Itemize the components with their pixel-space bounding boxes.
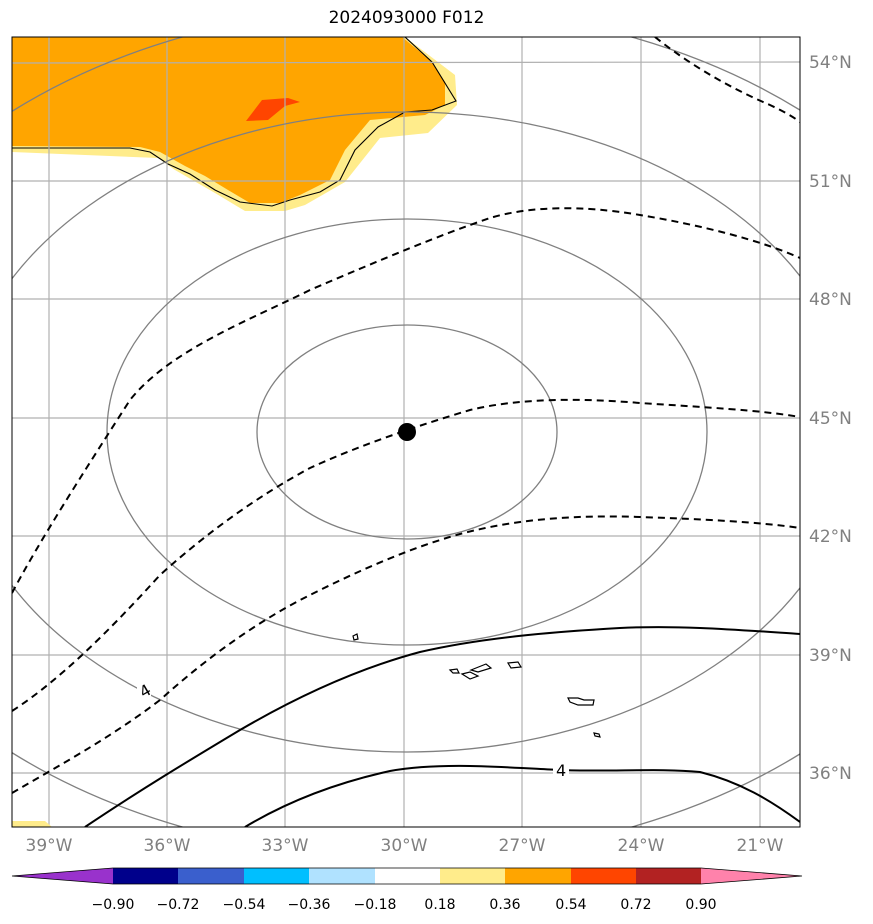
colorbar-tick-label: −0.90 <box>92 897 135 913</box>
lat-labels: 54°N 51°N 48°N 45°N 42°N 39°N 36°N <box>809 53 852 784</box>
solid-contour <box>244 764 800 827</box>
contour-label-bg <box>553 761 569 779</box>
contour-label-solid: 4 <box>556 761 566 780</box>
lon-label: 24°W <box>618 836 665 856</box>
range-ring <box>106 218 708 646</box>
colorbar-segment <box>636 868 701 884</box>
colorbar-segment <box>571 868 636 884</box>
lat-label: 36°N <box>809 764 852 784</box>
islands <box>352 633 601 738</box>
solid-contour <box>84 626 800 827</box>
storm-center-marker <box>398 423 416 441</box>
shade-orange <box>12 37 445 203</box>
lon-label: 39°W <box>26 836 73 856</box>
lat-label: 54°N <box>809 53 852 73</box>
colorbar-outline <box>11 867 803 885</box>
colorbar-tick-label: −0.54 <box>223 897 266 913</box>
colorbar-tick-label: −0.72 <box>157 897 200 913</box>
colorbar-segment <box>309 868 375 884</box>
gridlines <box>12 37 800 827</box>
colorbar <box>11 867 803 885</box>
lon-label: 33°W <box>262 836 309 856</box>
lat-label: 42°N <box>809 527 852 547</box>
lat-label: 48°N <box>809 290 852 310</box>
colorbar-extend-low <box>12 868 113 884</box>
range-ring <box>256 324 558 540</box>
colorbar-tick-label: −0.36 <box>288 897 331 913</box>
colorbar-tick-label: 0.90 <box>685 897 716 913</box>
dashed-contour <box>12 207 800 594</box>
lat-label: 39°N <box>809 646 852 666</box>
colorbar-segment <box>178 868 244 884</box>
shade-corner <box>12 821 52 827</box>
colorbar-segment <box>375 868 440 884</box>
contour-label-bg <box>137 682 151 700</box>
colorbar-tick-label: 0.18 <box>424 897 455 913</box>
dashed-contour <box>12 398 800 712</box>
lon-label: 36°W <box>144 836 191 856</box>
map-frame <box>11 36 801 828</box>
solid-contours <box>84 626 800 827</box>
colorbar-extend-high <box>701 868 802 884</box>
dashed-contour <box>12 515 800 794</box>
map-title: 2024093000 F012 <box>328 8 485 28</box>
colorbar-tick-label: 0.54 <box>555 897 586 913</box>
lat-label: 51°N <box>809 172 852 192</box>
lon-labels: 39°W 36°W 33°W 30°W 27°W 24°W 21°W <box>26 836 784 856</box>
colorbar-segment <box>440 868 505 884</box>
colorbar-tick-label: 0.72 <box>620 897 651 913</box>
colorbar-tick-label: −0.18 <box>354 897 397 913</box>
lat-label: 45°N <box>809 409 852 429</box>
colorbar-segment <box>244 868 309 884</box>
colorbar-segment <box>113 868 178 884</box>
range-ring <box>12 111 800 753</box>
coastline <box>12 37 457 207</box>
dashed-contours <box>12 37 800 794</box>
lon-label: 30°W <box>381 836 428 856</box>
shade-red <box>246 98 300 121</box>
dashed-contour <box>654 37 800 123</box>
colorbar-segment <box>505 868 571 884</box>
colorbar-tick-label: 0.36 <box>489 897 520 913</box>
lon-label: 27°W <box>499 836 546 856</box>
colorbar-labels: −0.90 −0.72 −0.54 −0.36 −0.18 0.18 0.36 … <box>92 897 717 913</box>
lon-label: 21°W <box>737 836 784 856</box>
